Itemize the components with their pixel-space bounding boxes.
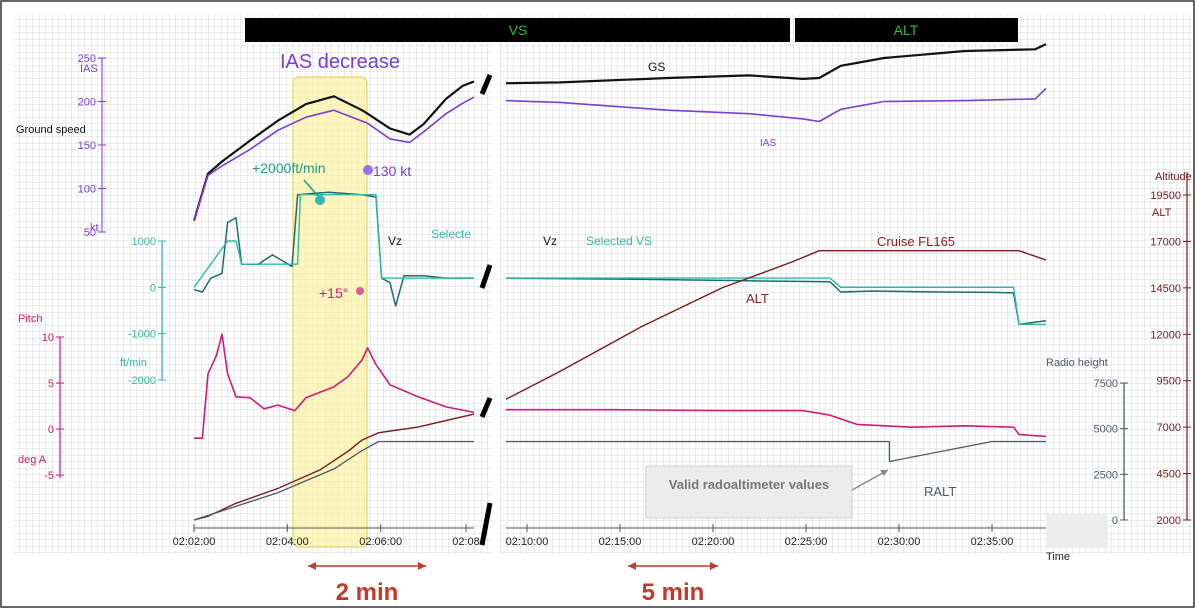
duration-right-label: 5 min bbox=[642, 579, 705, 606]
corner-box bbox=[1046, 514, 1108, 548]
selected-vs-label-left: Selecte bbox=[431, 227, 471, 241]
speed-axis-unit: kt bbox=[90, 222, 99, 234]
time-tick-label: 02:10:00 bbox=[506, 536, 549, 548]
mode-label-vs: VS bbox=[509, 22, 528, 38]
pitch-tick-label: 10 bbox=[42, 332, 54, 344]
speed-axis-title-ias: IAS bbox=[80, 63, 98, 75]
pitch-axis-title: Pitch bbox=[18, 313, 42, 325]
time-tick-label: 02:08 bbox=[452, 536, 480, 548]
time-axis-label: Time bbox=[1046, 551, 1070, 563]
pitch-axis-unit: deg A bbox=[18, 454, 47, 466]
altitude-axis-unit: ALT bbox=[1152, 207, 1172, 219]
radio-axis-title: Radio height bbox=[1046, 357, 1108, 369]
time-tick-label: 02:25:00 bbox=[785, 536, 828, 548]
altitude-tick-label: 17000 bbox=[1150, 236, 1181, 248]
pitch-tick-label: 5 bbox=[48, 378, 54, 390]
vz-tick-label: 1000 bbox=[132, 236, 156, 248]
speed-tick-label: 100 bbox=[78, 184, 96, 196]
speed-tick-label: 50 bbox=[84, 227, 96, 239]
time-tick-label: 02:06:00 bbox=[359, 536, 402, 548]
mode-label-alt: ALT bbox=[894, 22, 919, 38]
speed-tick-label: 250 bbox=[78, 53, 96, 65]
pitch-max-marker bbox=[356, 287, 364, 295]
altitude-tick-label: 4500 bbox=[1157, 469, 1181, 481]
duration-left: 2 min bbox=[308, 562, 426, 606]
vz-axis-unit: ft/min bbox=[120, 357, 147, 369]
alt-series-label: ALT bbox=[746, 291, 769, 306]
mode-bar-alt: ALT bbox=[795, 18, 1018, 42]
ralt-series-label: RALT bbox=[924, 484, 956, 499]
pitch-max-label: +15° bbox=[319, 285, 348, 301]
series-gs-right bbox=[505, 43, 1047, 85]
axis-break-marks bbox=[479, 74, 493, 546]
series-gs-left bbox=[192, 80, 475, 222]
time-tick-label: 02:15:00 bbox=[599, 536, 642, 548]
series-ias-right bbox=[505, 87, 1047, 123]
speed-axis: IAS Ground speed kt 250 200 150 100 50 bbox=[16, 53, 106, 239]
speed-min-label: 130 kt bbox=[373, 163, 411, 179]
radio-note-box: Valid radoaltimeter values bbox=[645, 465, 889, 519]
grid-background-left bbox=[14, 14, 492, 554]
time-tick-label: 02:35:00 bbox=[971, 536, 1014, 548]
series-pitch-right bbox=[506, 408, 1047, 438]
selected-vs-label-right: Selected VS bbox=[586, 234, 652, 248]
speed-axis-title-gs: Ground speed bbox=[16, 124, 86, 136]
mode-bar-vs: VS bbox=[245, 18, 790, 42]
vz-series-label-right: Vz bbox=[543, 234, 557, 248]
altitude-axis: Altitude ALT 19500 17000 14500 12000 9500 700… bbox=[1150, 171, 1191, 527]
series-alt-left bbox=[193, 413, 475, 521]
series-ralt-left bbox=[193, 440, 474, 521]
vz-axis: ft/min 1000 0 -1000 -2000 bbox=[120, 236, 166, 387]
series-alt-right bbox=[505, 249, 1047, 400]
series-layer bbox=[192, 43, 1047, 521]
radio-tick-label: 2500 bbox=[1094, 469, 1118, 481]
speed-min-marker bbox=[363, 165, 373, 175]
series-vz-left bbox=[193, 191, 474, 307]
altitude-tick-label: 14500 bbox=[1150, 283, 1181, 295]
speed-tick-label: 200 bbox=[78, 97, 96, 109]
time-tick-label: 02:04:00 bbox=[266, 536, 309, 548]
cruise-label: Cruise FL165 bbox=[877, 234, 955, 249]
pitch-tick-label: -5 bbox=[44, 470, 54, 482]
gs-series-label: GS bbox=[648, 60, 665, 74]
ias-decrease-label: IAS decrease bbox=[280, 51, 400, 73]
radio-axis: Radio height 7500 5000 2500 0 bbox=[1046, 357, 1128, 527]
vs-change-marker bbox=[315, 195, 325, 205]
duration-left-label: 2 min bbox=[336, 579, 399, 606]
altitude-tick-label: 12000 bbox=[1150, 329, 1181, 341]
vs-change-arrow bbox=[303, 179, 319, 197]
time-tick-label: 02:20:00 bbox=[692, 536, 735, 548]
altitude-tick-label: 19500 bbox=[1150, 190, 1181, 202]
radio-tick-label: 5000 bbox=[1094, 424, 1118, 436]
series-ias-left bbox=[193, 96, 475, 221]
altitude-tick-label: 9500 bbox=[1157, 376, 1181, 388]
series-ralt-right bbox=[506, 440, 1046, 463]
time-tick-label: 02:02:00 bbox=[173, 536, 216, 548]
pitch-axis: Pitch deg A 10 5 0 -5 bbox=[18, 313, 64, 482]
radio-tick-label: 7500 bbox=[1094, 378, 1118, 390]
radio-tick-label: 0 bbox=[1112, 515, 1118, 527]
speed-tick-label: 150 bbox=[78, 140, 96, 152]
vz-series-label-left: Vz bbox=[388, 234, 402, 248]
pitch-tick-label: 0 bbox=[48, 424, 54, 436]
series-pitch-left bbox=[194, 333, 475, 440]
vz-tick-label: -1000 bbox=[128, 329, 156, 341]
time-tick-label: 02:30:00 bbox=[878, 536, 921, 548]
duration-right: 5 min bbox=[628, 562, 718, 606]
ias-series-label: IAS bbox=[760, 138, 776, 149]
annotations: +2000ft/min 130 kt +15° GS IAS Vz Select… bbox=[252, 60, 1108, 548]
vs-change-label: +2000ft/min bbox=[252, 160, 326, 176]
altitude-tick-label: 7000 bbox=[1157, 422, 1181, 434]
radio-note-text: Valid radoaltimeter values bbox=[669, 477, 829, 492]
vz-tick-label: 0 bbox=[150, 282, 156, 294]
altitude-tick-label: 2000 bbox=[1157, 515, 1181, 527]
grid-background-right bbox=[500, 14, 1192, 554]
time-axis: 02:02:00 02:04:00 02:06:00 02:08 02:10:00 02:… bbox=[173, 524, 1070, 563]
altitude-axis-title: Altitude bbox=[1155, 171, 1192, 183]
vz-tick-label: -2000 bbox=[128, 375, 156, 387]
series-selected-vs-right bbox=[506, 277, 1046, 326]
series-selected-vs-left bbox=[193, 193, 474, 288]
